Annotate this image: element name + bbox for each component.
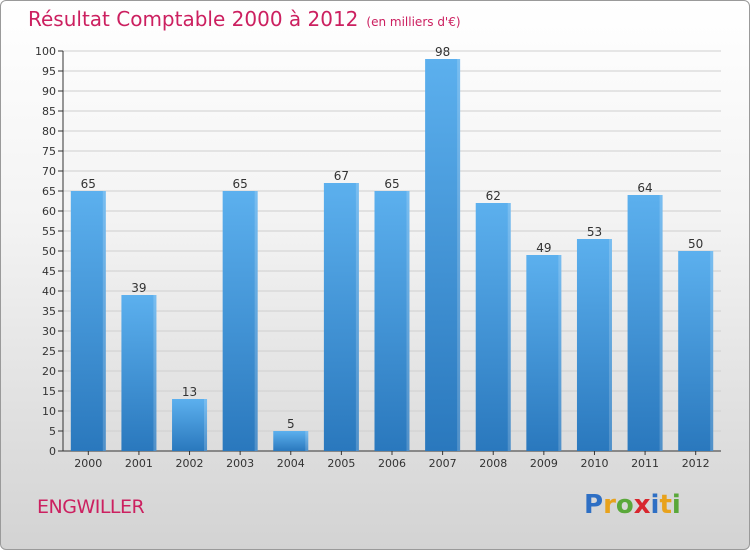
- bar: [273, 431, 309, 451]
- y-tick-label: 50: [42, 245, 56, 258]
- logo-letter: o: [615, 490, 634, 520]
- y-tick-label: 20: [42, 365, 56, 378]
- x-tick-label: 2000: [74, 457, 102, 470]
- bar-highlight: [659, 195, 663, 451]
- y-tick-label: 75: [42, 145, 56, 158]
- x-tick-label: 2004: [277, 457, 305, 470]
- y-tick-label: 5: [49, 425, 56, 438]
- y-tick-label: 30: [42, 325, 56, 338]
- bar: [425, 59, 461, 451]
- data-label: 53: [587, 225, 602, 239]
- bar-highlight: [710, 251, 714, 451]
- y-tick-label: 85: [42, 105, 56, 118]
- y-tick-label: 10: [42, 405, 56, 418]
- y-tick-label: 55: [42, 225, 56, 238]
- chart-title-text: Résultat Comptable 2000 à 2012: [28, 7, 359, 31]
- bar: [323, 183, 359, 451]
- bar-highlight: [608, 239, 612, 451]
- data-label: 67: [334, 169, 349, 183]
- x-tick-label: 2007: [429, 457, 457, 470]
- bar-highlight: [457, 59, 461, 451]
- y-tick-label: 35: [42, 305, 56, 318]
- logo-letter: x: [633, 490, 651, 520]
- y-tick-label: 25: [42, 345, 56, 358]
- bar: [172, 399, 208, 451]
- y-tick-label: 45: [42, 265, 56, 278]
- x-tick-label: 2010: [580, 457, 608, 470]
- bar: [70, 191, 106, 451]
- bar-highlight: [558, 255, 562, 451]
- data-label: 39: [131, 281, 146, 295]
- y-tick-label: 100: [35, 45, 56, 58]
- bar: [678, 251, 714, 451]
- bar: [121, 295, 157, 451]
- bar: [526, 255, 562, 451]
- bar-highlight: [355, 183, 359, 451]
- x-tick-label: 2005: [327, 457, 355, 470]
- x-tick-label: 2003: [226, 457, 254, 470]
- y-tick-label: 40: [42, 285, 56, 298]
- unit-note: (en milliers d'€): [366, 15, 461, 29]
- bar: [627, 195, 663, 451]
- bar: [222, 191, 258, 451]
- bar-highlight: [204, 399, 208, 451]
- logo-letter: i: [671, 490, 681, 520]
- y-tick-label: 65: [42, 185, 56, 198]
- y-tick-label: 0: [49, 445, 56, 458]
- logo-letter: r: [603, 490, 616, 520]
- x-tick-label: 2012: [682, 457, 710, 470]
- bar-highlight: [254, 191, 258, 451]
- x-tick-label: 2009: [530, 457, 558, 470]
- proxiti-logo: Proxiti: [584, 490, 681, 520]
- bar-highlight: [507, 203, 511, 451]
- logo-letter: i: [650, 490, 660, 520]
- x-tick-label: 2011: [631, 457, 659, 470]
- data-label: 65: [233, 177, 248, 191]
- x-tick-label: 2008: [479, 457, 507, 470]
- data-label: 65: [384, 177, 399, 191]
- y-tick-label: 70: [42, 165, 56, 178]
- bar: [576, 239, 612, 451]
- y-tick-label: 15: [42, 385, 56, 398]
- data-label: 49: [536, 241, 551, 255]
- bar: [475, 203, 511, 451]
- data-label: 5: [287, 417, 295, 431]
- town-name: ENGWILLER: [37, 496, 145, 518]
- bar-highlight: [406, 191, 410, 451]
- bar-highlight: [102, 191, 106, 451]
- data-label: 64: [637, 181, 652, 195]
- y-tick-label: 80: [42, 125, 56, 138]
- data-label: 13: [182, 385, 197, 399]
- data-label: 65: [81, 177, 96, 191]
- x-tick-label: 2001: [125, 457, 153, 470]
- data-label: 50: [688, 237, 703, 251]
- y-tick-label: 95: [42, 65, 56, 78]
- logo-letter: P: [584, 490, 604, 520]
- bar-highlight: [305, 431, 309, 451]
- y-tick-label: 90: [42, 85, 56, 98]
- bar: [374, 191, 410, 451]
- bar-highlight: [153, 295, 157, 451]
- data-label: 62: [486, 189, 501, 203]
- logo-letter: t: [659, 490, 672, 520]
- data-label: 98: [435, 45, 450, 59]
- x-tick-label: 2006: [378, 457, 406, 470]
- y-tick-label: 60: [42, 205, 56, 218]
- chart-title: Résultat Comptable 2000 à 2012 (en millie…: [28, 7, 461, 31]
- x-tick-label: 2002: [176, 457, 204, 470]
